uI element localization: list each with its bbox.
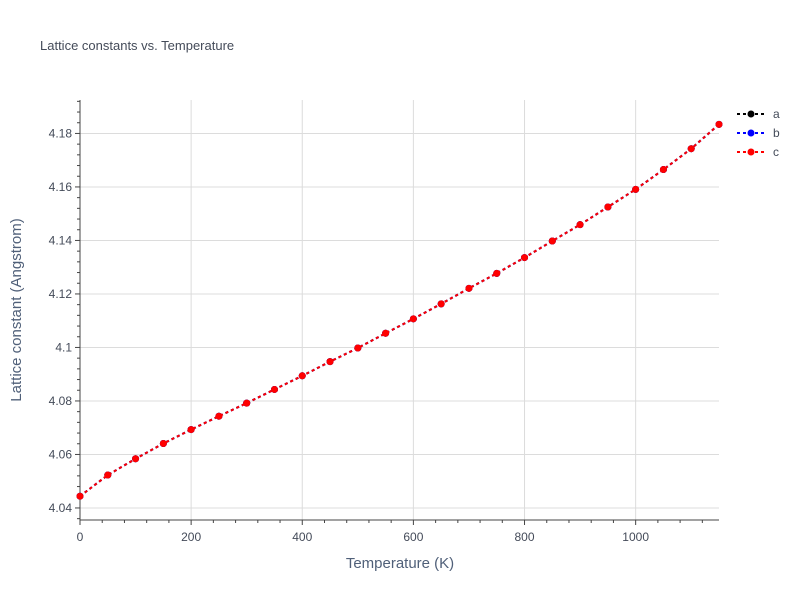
data-point-c <box>465 284 473 292</box>
y-axis-title: Lattice constant (Angstrom) <box>8 218 25 401</box>
data-point-c <box>521 254 529 262</box>
data-point-c <box>215 412 223 420</box>
y-tick-label: 4.04 <box>49 501 73 515</box>
x-tick-label: 200 <box>181 530 201 544</box>
x-tick-label: 800 <box>515 530 535 544</box>
legend-swatch-marker <box>747 148 755 156</box>
data-point-c <box>493 269 501 277</box>
data-point-c <box>576 221 584 229</box>
data-point-c <box>354 344 362 352</box>
legend-swatch-marker <box>747 110 755 118</box>
series-line-c <box>79 123 720 497</box>
data-point-c <box>76 492 84 500</box>
data-point-c <box>409 315 417 323</box>
data-point-c <box>298 372 306 380</box>
y-tick-label: 4.16 <box>49 180 73 194</box>
y-tick-label: 4.06 <box>49 447 73 461</box>
data-point-c <box>104 471 112 479</box>
legend-label: c <box>773 145 779 159</box>
data-point-c <box>326 358 334 366</box>
legend-label: b <box>773 126 780 140</box>
data-point-c <box>632 185 640 193</box>
data-point-c <box>548 237 556 245</box>
axes: 4.04 4.06 4.08 4.1 4.12 4.14 4.16 4.18 0 200 400 60… <box>49 100 719 544</box>
legend[interactable]: abc <box>737 107 780 159</box>
legend-swatch-marker <box>747 129 755 137</box>
series-layer <box>76 120 723 500</box>
grid <box>80 100 719 520</box>
x-tick-label: 1000 <box>622 530 649 544</box>
y-tick-label: 4.12 <box>49 287 73 301</box>
series-line-a <box>79 123 720 497</box>
data-point-c <box>132 455 140 463</box>
legend-label: a <box>773 107 780 121</box>
data-point-c <box>270 385 278 393</box>
data-point-c <box>159 439 167 447</box>
data-point-c <box>715 120 723 128</box>
data-point-c <box>437 300 445 308</box>
x-tick-label: 400 <box>292 530 312 544</box>
legend-item-c[interactable]: c <box>737 145 779 159</box>
series-b <box>76 120 723 500</box>
chart-title: Lattice constants vs. Temperature <box>40 38 235 53</box>
data-point-c <box>659 166 667 174</box>
legend-item-b[interactable]: b <box>737 126 780 140</box>
data-point-c <box>604 203 612 211</box>
data-point-c <box>243 399 251 407</box>
series-c <box>76 120 723 500</box>
data-point-c <box>187 426 195 434</box>
legend-item-a[interactable]: a <box>737 107 780 121</box>
x-tick-label: 0 <box>77 530 84 544</box>
data-point-c <box>382 329 390 337</box>
series-line-b <box>79 123 720 497</box>
y-tick-label: 4.18 <box>49 126 73 140</box>
x-axis-title: Temperature (K) <box>346 555 454 572</box>
x-tick-label: 600 <box>403 530 423 544</box>
y-tick-label: 4.1 <box>55 340 72 354</box>
y-tick-label: 4.14 <box>49 233 73 247</box>
data-point-c <box>687 145 695 153</box>
y-tick-label: 4.08 <box>49 394 73 408</box>
series-a <box>76 120 723 500</box>
